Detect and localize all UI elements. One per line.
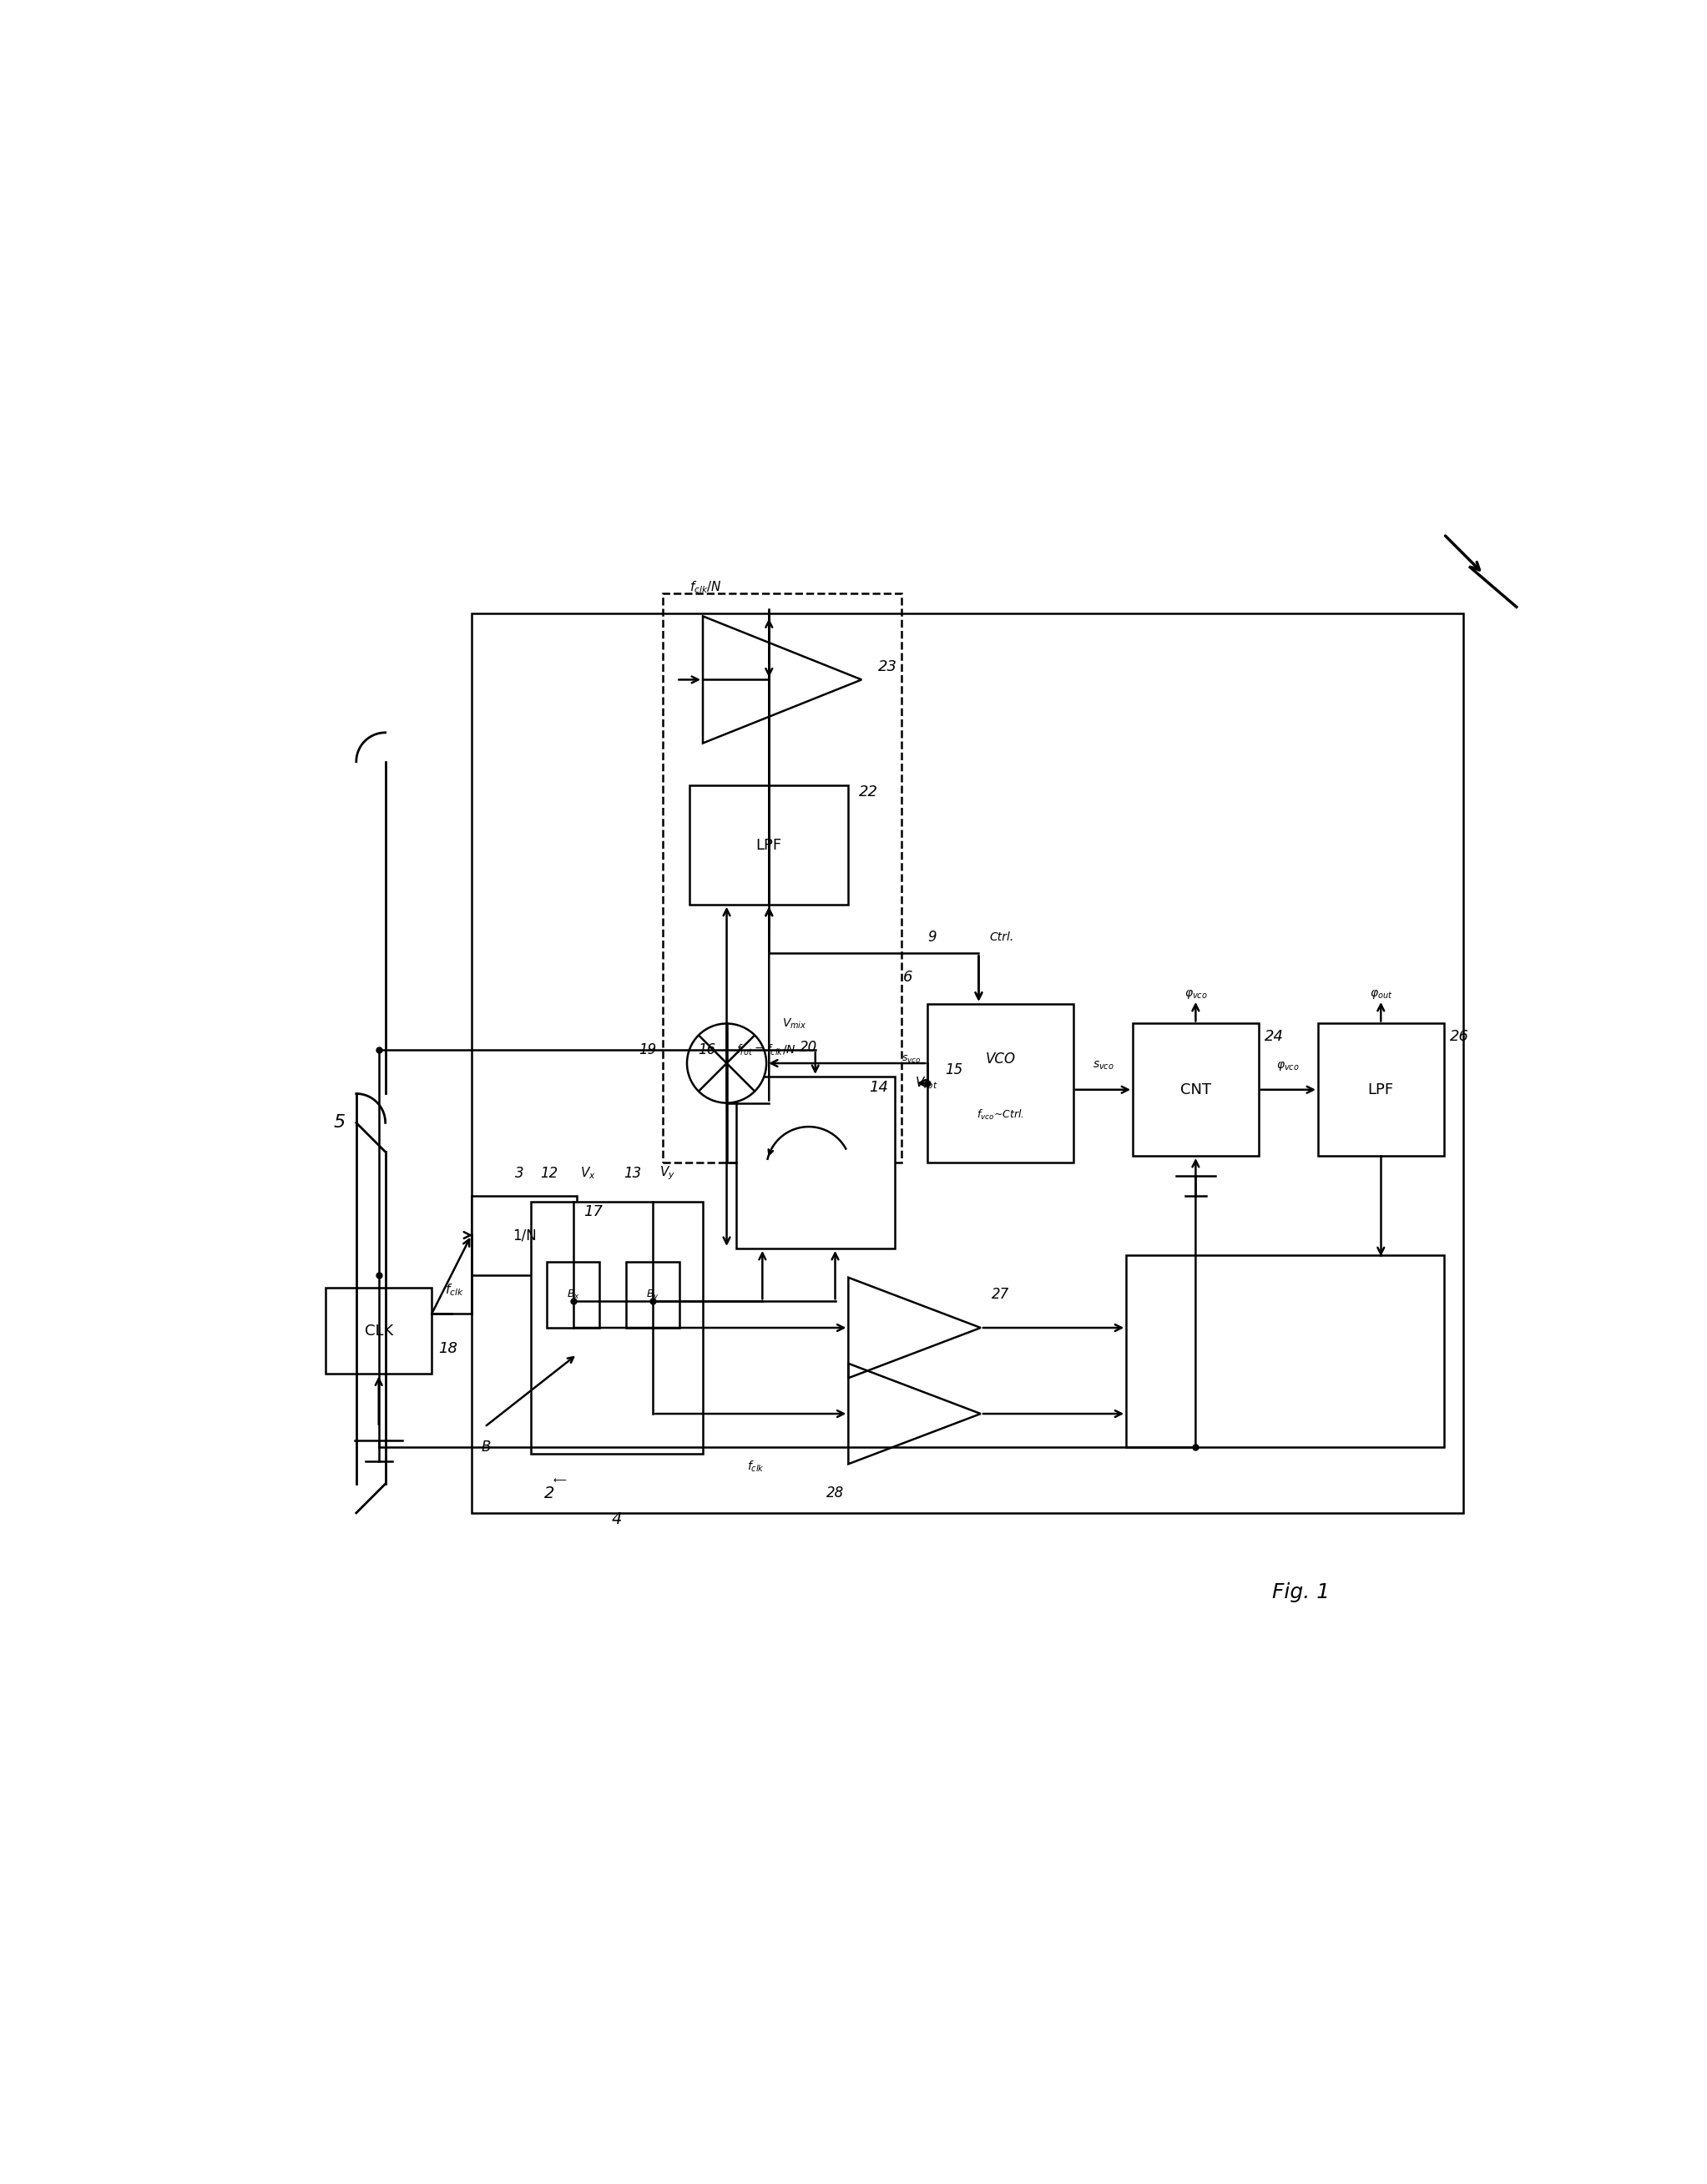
Text: 22: 22 — [859, 784, 877, 799]
Text: $B_x$: $B_x$ — [567, 1289, 580, 1302]
Bar — [546, 1262, 599, 1328]
Text: 13: 13 — [623, 1166, 642, 1182]
Text: CLK: CLK — [365, 1324, 393, 1339]
Bar — [471, 614, 1463, 1514]
Text: $s_{vco}$: $s_{vco}$ — [901, 1055, 922, 1066]
Text: $V_x$: $V_x$ — [580, 1166, 596, 1182]
Text: $f_{vco}$~Ctrl.: $f_{vco}$~Ctrl. — [976, 1107, 1024, 1123]
Bar — [690, 786, 848, 904]
Text: 27: 27 — [992, 1286, 1009, 1302]
Text: $\longleftarrow$: $\longleftarrow$ — [551, 1476, 567, 1485]
Text: 6: 6 — [903, 970, 913, 985]
Text: 19: 19 — [638, 1042, 655, 1057]
Text: $B_y$: $B_y$ — [645, 1289, 659, 1302]
Bar — [929, 1005, 1074, 1162]
Bar — [736, 1077, 894, 1249]
Bar — [1127, 1256, 1444, 1446]
Text: $B$: $B$ — [481, 1439, 492, 1455]
Text: 2: 2 — [545, 1485, 555, 1500]
Text: 15: 15 — [946, 1061, 963, 1077]
Text: CNT: CNT — [1180, 1083, 1212, 1096]
Bar — [1318, 1024, 1444, 1155]
Text: 23: 23 — [879, 660, 898, 675]
Bar — [662, 594, 901, 1162]
Text: 9: 9 — [929, 930, 937, 946]
Text: $V_y$: $V_y$ — [659, 1164, 674, 1182]
Text: VCO: VCO — [985, 1053, 1016, 1066]
Text: 26: 26 — [1449, 1029, 1470, 1044]
Bar — [326, 1289, 432, 1374]
Text: $\varphi_{out}$: $\varphi_{out}$ — [1369, 987, 1393, 1000]
Text: $s_{vco}$: $s_{vco}$ — [1092, 1059, 1115, 1072]
Text: 3: 3 — [516, 1166, 524, 1182]
Text: $\varphi_{vco}$: $\varphi_{vco}$ — [1277, 1059, 1299, 1072]
Text: 14: 14 — [869, 1079, 888, 1094]
Text: $f_{rot}=f_{clk}/N$: $f_{rot}=f_{clk}/N$ — [736, 1042, 795, 1057]
Bar — [471, 1195, 577, 1275]
Text: 1/N: 1/N — [512, 1227, 536, 1243]
Text: Ctrl.: Ctrl. — [990, 933, 1014, 943]
Text: 18: 18 — [439, 1341, 457, 1356]
Text: $f_{clk}$: $f_{clk}$ — [748, 1459, 765, 1474]
Text: Fig. 1: Fig. 1 — [1272, 1581, 1330, 1603]
Text: 17: 17 — [584, 1203, 603, 1219]
Text: $f_{clk}$: $f_{clk}$ — [446, 1282, 464, 1297]
Text: $V_{rot}$: $V_{rot}$ — [915, 1075, 937, 1090]
Text: 20: 20 — [799, 1040, 818, 1055]
Bar — [1133, 1024, 1258, 1155]
Text: $\varphi_{vco}$: $\varphi_{vco}$ — [1185, 987, 1207, 1000]
Text: $V_{mix}$: $V_{mix}$ — [782, 1018, 807, 1031]
Text: 28: 28 — [826, 1485, 843, 1500]
Text: LPF: LPF — [756, 836, 782, 852]
Bar — [626, 1262, 679, 1328]
Text: 12: 12 — [541, 1166, 558, 1182]
Circle shape — [686, 1024, 766, 1103]
Bar — [531, 1201, 703, 1452]
Text: 4: 4 — [611, 1511, 621, 1527]
Text: LPF: LPF — [1367, 1083, 1395, 1096]
Text: 5: 5 — [335, 1114, 345, 1131]
Text: 16: 16 — [698, 1042, 717, 1057]
Text: 24: 24 — [1265, 1029, 1284, 1044]
Text: $f_{clk}/N$: $f_{clk}/N$ — [690, 579, 722, 594]
